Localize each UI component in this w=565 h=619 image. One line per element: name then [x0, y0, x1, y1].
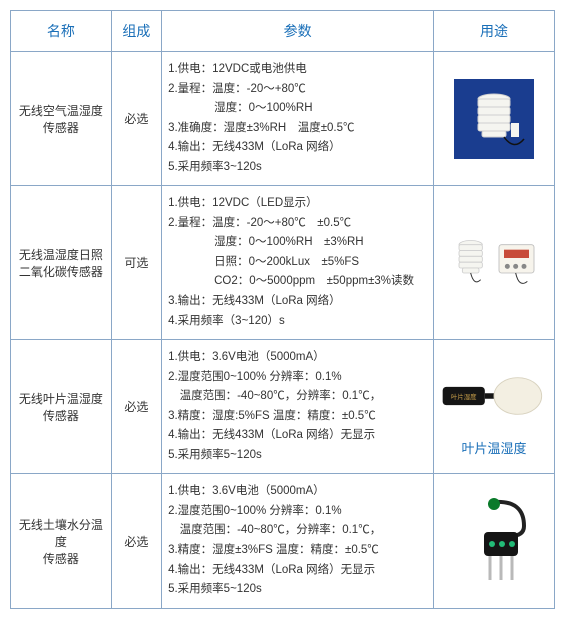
params-cell: 1.供电：3.6V电池（5000mA）2.湿度范围0~100% 分辨率：0.1%… [162, 474, 434, 608]
table-row: 无线空气温湿度传感器必选1.供电：12VDC或电池供电2.量程：温度：-20～+… [11, 52, 555, 186]
params-cell: 1.供电：12VDC或电池供电2.量程：温度：-20～+80℃ 湿度：0～100… [162, 52, 434, 186]
use-cell: 叶片湿度叶片温湿度 [434, 340, 555, 474]
soil-sensor-icon [438, 501, 550, 581]
use-cell [434, 186, 555, 340]
use-caption: 叶片温湿度 [438, 438, 550, 457]
multi-sensor-icon [438, 223, 550, 303]
table-row: 无线叶片温湿度传感器必选1.供电：3.6V电池（5000mA）2.湿度范围0~1… [11, 340, 555, 474]
use-cell [434, 52, 555, 186]
composition-cell: 必选 [111, 340, 161, 474]
header-composition: 组成 [111, 11, 161, 52]
params-cell: 1.供电：3.6V电池（5000mA）2.湿度范围0~100% 分辨率：0.1%… [162, 340, 434, 474]
header-name: 名称 [11, 11, 112, 52]
table-header-row: 名称 组成 参数 用途 [11, 11, 555, 52]
use-cell [434, 474, 555, 608]
composition-cell: 必选 [111, 474, 161, 608]
composition-cell: 必选 [111, 52, 161, 186]
sensor-name: 无线空气温湿度传感器 [11, 52, 112, 186]
header-use: 用途 [434, 11, 555, 52]
params-cell: 1.供电：12VDC（LED显示）2.量程：温度：-20～+80℃ ±0.5℃ … [162, 186, 434, 340]
sensor-spec-table: 名称 组成 参数 用途 无线空气温湿度传感器必选1.供电：12VDC或电池供电2… [10, 10, 555, 609]
table-row: 无线温湿度日照二氧化碳传感器可选1.供电：12VDC（LED显示）2.量程：温度… [11, 186, 555, 340]
sensor-name: 无线叶片温湿度传感器 [11, 340, 112, 474]
table-row: 无线土壤水分温度传感器必选1.供电：3.6V电池（5000mA）2.湿度范围0~… [11, 474, 555, 608]
sensor-name: 无线温湿度日照二氧化碳传感器 [11, 186, 112, 340]
composition-cell: 可选 [111, 186, 161, 340]
sensor-name: 无线土壤水分温度传感器 [11, 474, 112, 608]
air-sensor-icon [438, 79, 550, 159]
header-params: 参数 [162, 11, 434, 52]
svg-text:叶片湿度: 叶片湿度 [451, 392, 477, 401]
leaf-sensor-icon: 叶片湿度 [438, 356, 550, 436]
